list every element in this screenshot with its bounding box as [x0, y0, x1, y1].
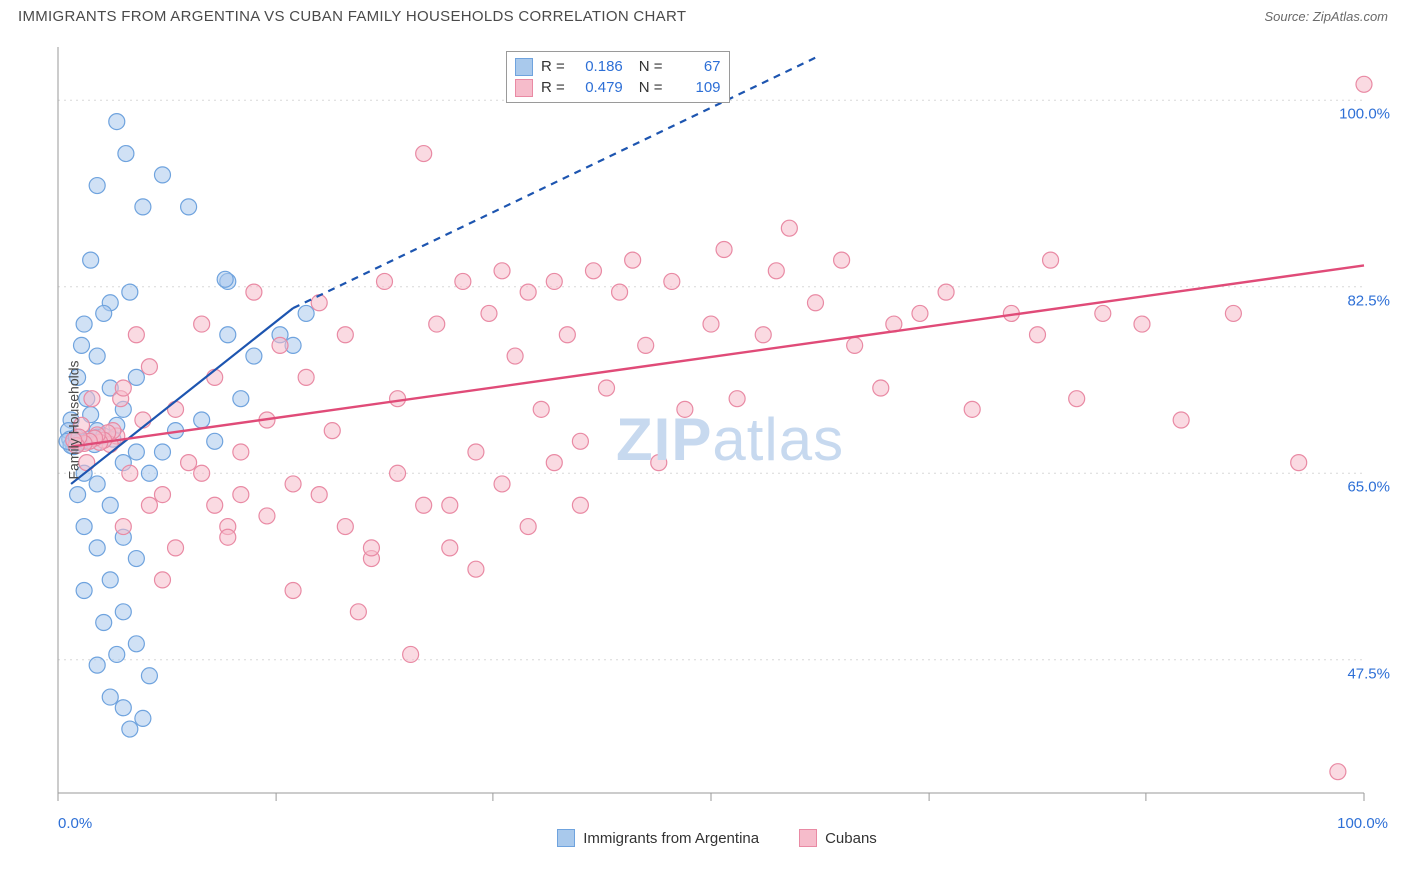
- legend-item: Immigrants from Argentina: [557, 829, 759, 847]
- legend-item: Cubans: [799, 829, 877, 847]
- stat-value-n: 67: [671, 56, 721, 77]
- stats-row: R = 0.186 N = 67: [515, 56, 721, 77]
- stat-value-n: 109: [671, 77, 721, 98]
- y-tick-label: 47.5%: [1347, 665, 1390, 682]
- bottom-legend: Immigrants from Argentina Cubans: [46, 829, 1388, 847]
- stat-value-r: 0.186: [573, 56, 623, 77]
- series-swatch: [515, 79, 533, 97]
- legend-swatch: [799, 829, 817, 847]
- legend-label: Cubans: [825, 830, 877, 847]
- y-tick-label: 100.0%: [1339, 106, 1390, 123]
- stat-label-n: N =: [639, 56, 663, 77]
- series-swatch: [515, 58, 533, 76]
- stat-value-r: 0.479: [573, 77, 623, 98]
- stats-row: R = 0.479 N = 109: [515, 77, 721, 98]
- chart-title: IMMIGRANTS FROM ARGENTINA VS CUBAN FAMIL…: [18, 8, 686, 25]
- y-axis-label: Family Households: [66, 360, 82, 479]
- correlation-stats-box: R = 0.186 N = 67 R = 0.479 N = 109: [506, 51, 730, 103]
- chart-area: Family Households ZIPatlas R =0.186N =67…: [46, 35, 1388, 805]
- y-tick-label: 65.0%: [1347, 479, 1390, 496]
- legend-swatch: [557, 829, 575, 847]
- y-tick-label: 82.5%: [1347, 292, 1390, 309]
- legend-label: Immigrants from Argentina: [583, 830, 759, 847]
- scatter-plot: [46, 35, 1376, 805]
- stat-label-n: N =: [639, 77, 663, 98]
- source-attribution: Source: ZipAtlas.com: [1264, 9, 1388, 24]
- stat-label-r: R =: [541, 56, 565, 77]
- stat-label-r: R =: [541, 77, 565, 98]
